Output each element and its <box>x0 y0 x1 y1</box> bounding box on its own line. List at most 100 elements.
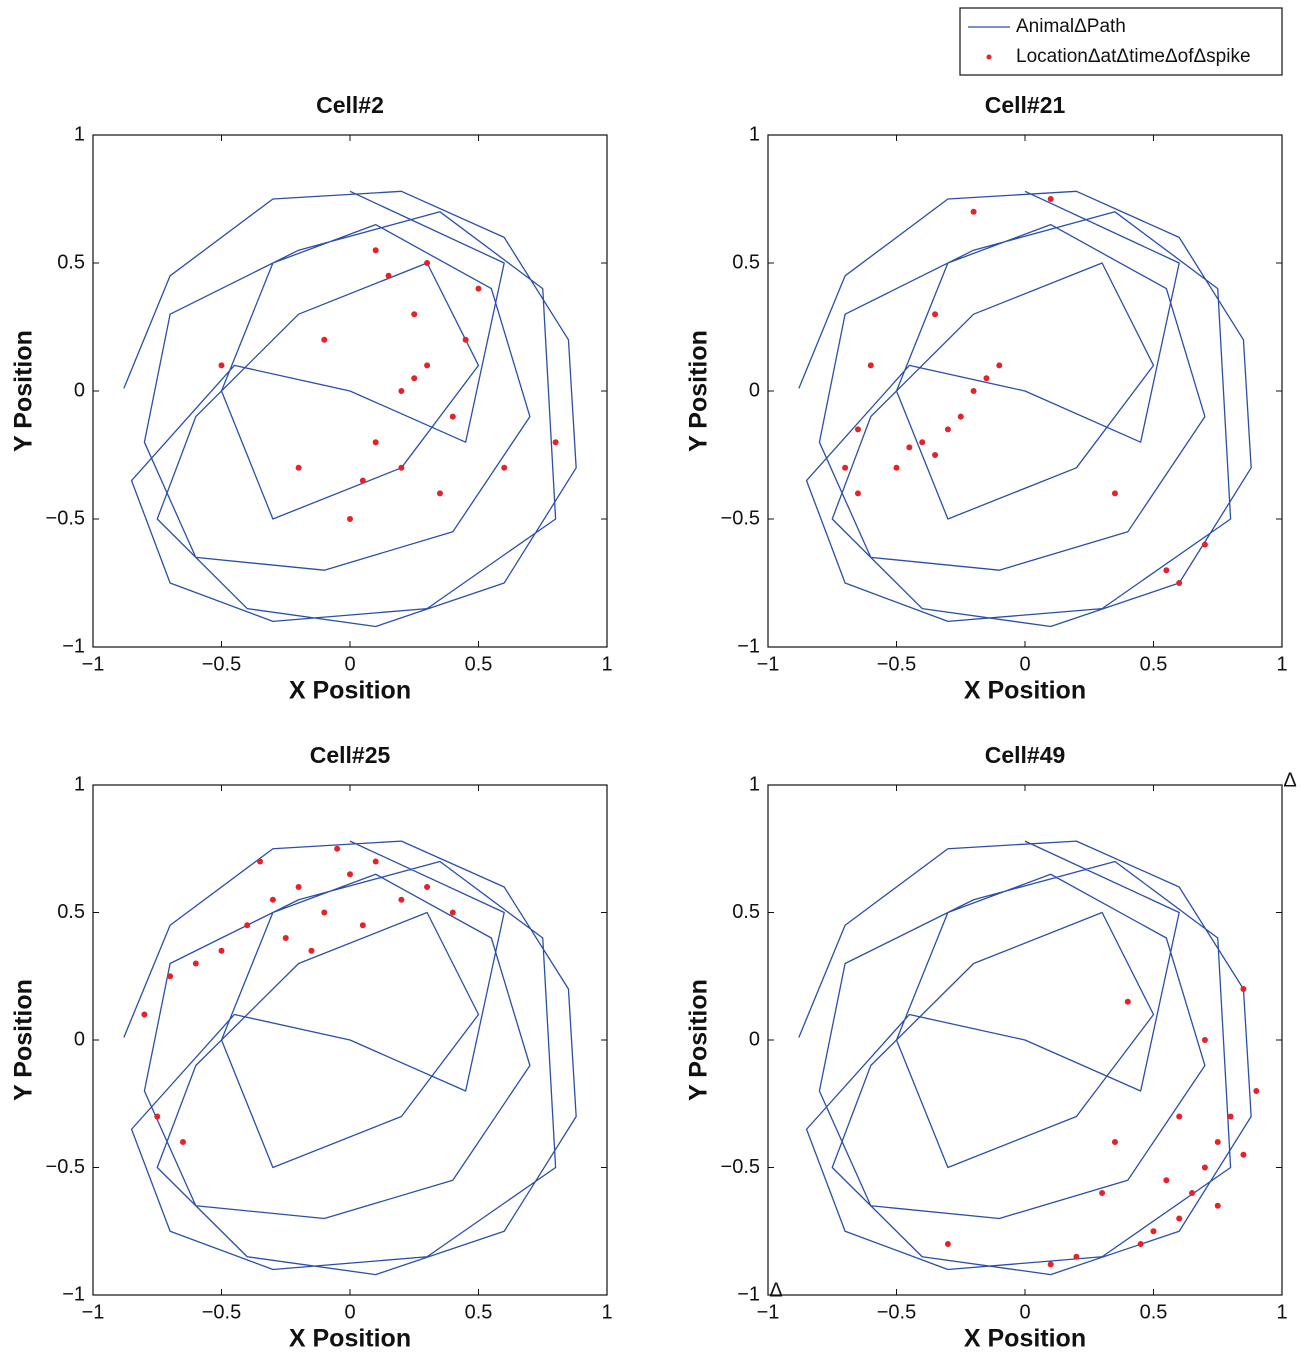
y-tick-label: 0.5 <box>57 901 85 923</box>
x-tick-label: 0 <box>1019 653 1030 675</box>
x-tick-label: 0.5 <box>465 653 493 675</box>
y-tick-label: 0 <box>749 1028 760 1050</box>
spike-point <box>462 336 469 343</box>
x-tick-label: 1 <box>601 653 612 675</box>
spike-point <box>372 247 379 254</box>
y-tick-label: 1 <box>74 773 85 795</box>
spike-point <box>1214 1139 1221 1145</box>
spike-point <box>167 973 174 980</box>
y-tick-label: −1 <box>62 635 85 657</box>
spike-point <box>1227 1113 1234 1120</box>
spike-point <box>321 909 328 916</box>
spike-point <box>424 362 431 369</box>
spike-point <box>141 1011 148 1018</box>
spike-point <box>398 464 405 471</box>
spike-point <box>893 464 900 471</box>
legend-label: AnimalΔPath <box>1016 16 1126 37</box>
y-tick-label: 0 <box>74 379 85 401</box>
spike-point <box>854 490 861 497</box>
x-tick-label: 0.5 <box>1140 1301 1168 1323</box>
spike-point <box>295 884 302 890</box>
spike-point <box>424 884 431 890</box>
animal-path <box>798 190 1252 628</box>
spike-point <box>449 413 456 420</box>
x-axis-label: X Position <box>289 677 411 705</box>
spike-point <box>1073 1253 1080 1260</box>
x-tick-label: −1 <box>82 1301 105 1323</box>
spike-point <box>154 1113 161 1120</box>
x-tick-label: −0.5 <box>877 653 916 675</box>
spike-point <box>449 909 456 916</box>
chart-title: Cell#2 <box>316 92 384 118</box>
spike-point <box>1150 1228 1157 1235</box>
x-tick-label: 0 <box>344 1301 355 1323</box>
y-tick-label: −1 <box>737 1283 760 1305</box>
annotation: Δ <box>1283 769 1296 791</box>
x-tick-label: 0 <box>1019 1301 1030 1323</box>
x-tick-label: 0 <box>344 653 355 675</box>
spike-point <box>1240 1151 1247 1158</box>
chart-title: Cell#49 <box>985 742 1066 768</box>
spike-point <box>411 311 418 318</box>
y-tick-label: 0.5 <box>732 251 760 273</box>
spike-point <box>424 260 431 266</box>
x-tick-label: −1 <box>757 653 780 675</box>
spike-point <box>1176 1113 1183 1120</box>
spike-point <box>983 375 990 382</box>
x-tick-label: −0.5 <box>202 653 241 675</box>
spike-point <box>944 1241 951 1247</box>
spike-point <box>957 413 964 420</box>
spike-point <box>842 464 849 471</box>
chart-title: Cell#25 <box>310 742 391 768</box>
y-tick-label: 1 <box>749 123 760 145</box>
x-axis-label: X Position <box>964 677 1086 705</box>
y-tick-label: −1 <box>62 1283 85 1305</box>
spike-point <box>1201 541 1208 548</box>
spike-point <box>334 845 341 852</box>
spike-point <box>932 452 939 458</box>
y-tick-label: −1 <box>737 635 760 657</box>
y-tick-label: 1 <box>749 773 760 795</box>
x-tick-label: −0.5 <box>202 1301 241 1323</box>
spike-point <box>1163 567 1170 574</box>
spike-point <box>1189 1190 1196 1196</box>
spike-point <box>411 375 418 382</box>
spike-point <box>398 388 405 394</box>
y-tick-label: 0.5 <box>732 901 760 923</box>
spike-point <box>475 285 482 292</box>
x-tick-label: 1 <box>1276 653 1287 675</box>
spike-point <box>944 426 951 433</box>
spike-point <box>996 362 1003 369</box>
x-tick-label: −1 <box>757 1301 780 1323</box>
spike-point <box>1201 1164 1208 1171</box>
x-tick-label: 1 <box>1276 1301 1287 1323</box>
spike-point <box>436 490 443 497</box>
legend-box <box>959 7 1283 76</box>
x-axis-label: X Position <box>964 1325 1086 1353</box>
spike-point <box>1201 1037 1208 1043</box>
x-tick-label: −0.5 <box>877 1301 916 1323</box>
spike-point <box>347 516 353 522</box>
spike-point <box>372 439 379 446</box>
animal-path <box>123 190 577 628</box>
y-tick-label: −0.5 <box>46 507 85 529</box>
y-axis-label: Y Position <box>10 979 38 1101</box>
chart-title: Cell#21 <box>985 92 1066 118</box>
y-tick-label: −0.5 <box>721 1156 760 1178</box>
spike-point <box>970 388 977 394</box>
spike-point <box>854 426 861 433</box>
annotation: Δ <box>769 1279 782 1301</box>
x-tick-label: 1 <box>601 1301 612 1323</box>
spike-point <box>1240 986 1247 992</box>
spike-point <box>179 1139 186 1145</box>
spike-point <box>257 858 264 865</box>
spike-point <box>919 439 926 446</box>
spike-point <box>321 336 328 343</box>
y-axis-label: Y Position <box>685 979 713 1101</box>
spike-point <box>359 922 366 929</box>
spike-point <box>218 362 225 369</box>
spike-point <box>218 947 225 954</box>
legend-label: LocationΔatΔtimeΔofΔspike <box>1016 46 1251 67</box>
spike-point <box>1214 1202 1221 1209</box>
